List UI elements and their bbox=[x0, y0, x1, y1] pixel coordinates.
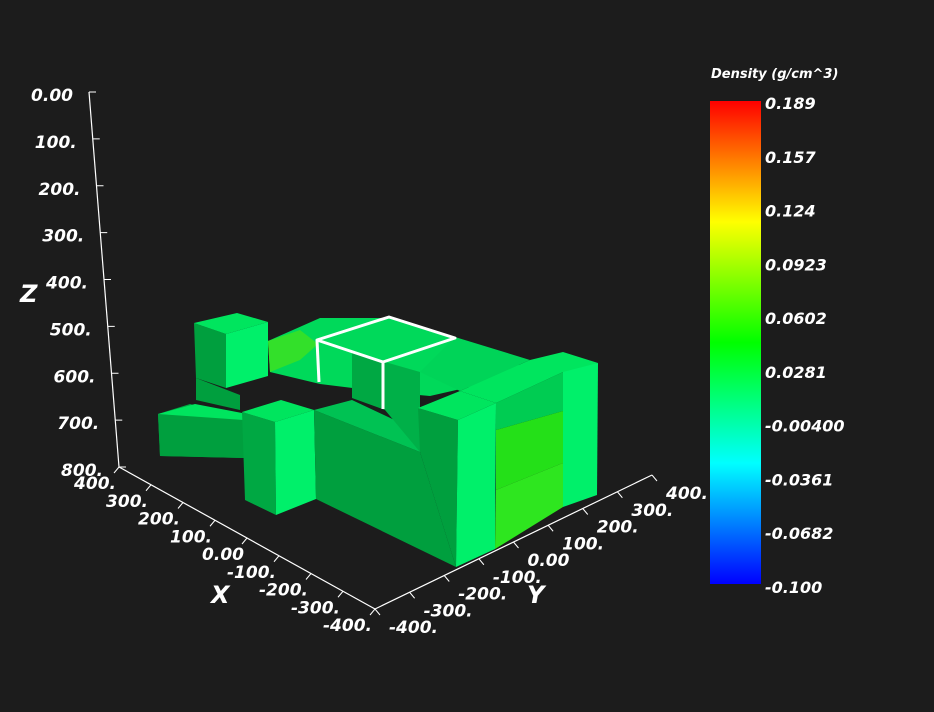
y-tick bbox=[547, 524, 554, 532]
colorbar-tick-labels: 0.189 0.157 0.124 0.0923 0.0602 0.0281 -0.0040… bbox=[765, 94, 845, 597]
voxel-face bbox=[194, 323, 226, 388]
voxel-face bbox=[242, 400, 314, 422]
z-axis-label: Z bbox=[19, 280, 38, 308]
x-tick-label: -100. bbox=[227, 563, 276, 583]
z-tick-label: 500. bbox=[50, 320, 92, 340]
voxel-face bbox=[158, 414, 244, 458]
y-tick-label: 200. bbox=[597, 518, 639, 538]
voxel-face bbox=[460, 352, 598, 403]
y-tick bbox=[409, 591, 416, 599]
colorbar-tick-label: 0.0923 bbox=[765, 255, 827, 274]
x-tick-label: -300. bbox=[291, 598, 340, 618]
voxel-face bbox=[418, 391, 496, 420]
voxel-face bbox=[194, 313, 268, 334]
x-tick bbox=[145, 484, 152, 492]
x-tick bbox=[273, 555, 280, 563]
voxel-face bbox=[314, 400, 420, 452]
y-tick-label: -100. bbox=[493, 568, 542, 588]
y-tick-label: 400. bbox=[665, 484, 708, 504]
colorbar-tick-label: -0.00400 bbox=[765, 417, 845, 436]
voxel-face bbox=[352, 353, 385, 410]
x-tick-label: 100. bbox=[170, 527, 212, 547]
colorbar: Density (g/cm^3) 0.1890.1570.1240.09230.… bbox=[710, 67, 845, 597]
x-tick bbox=[241, 537, 248, 545]
tick-labels: 0.00100.200.300.400.500.600.700.800.400.… bbox=[31, 86, 708, 638]
y-tick-label: -300. bbox=[424, 601, 473, 621]
z-tick-label: 400. bbox=[45, 274, 88, 294]
x-tick-label: -200. bbox=[259, 581, 308, 601]
y-tick bbox=[651, 474, 658, 482]
z-tick-label: 200. bbox=[39, 180, 81, 200]
colorbar-tick-label: -0.0361 bbox=[765, 470, 833, 489]
voxel-face bbox=[563, 363, 598, 507]
voxel-face bbox=[496, 372, 563, 430]
voxel-face bbox=[456, 403, 496, 567]
colorbar-tick-label: 0.0281 bbox=[765, 363, 827, 382]
y-tick bbox=[582, 508, 589, 515]
wireframe-box bbox=[315, 315, 457, 409]
y-tick-label: 100. bbox=[562, 534, 604, 554]
x-tick-label: -400. bbox=[323, 616, 372, 636]
y-tick-label: -200. bbox=[458, 585, 507, 605]
voxel-face bbox=[275, 410, 316, 515]
voxel-face bbox=[420, 337, 530, 391]
colorbar-tick-label: -0.100 bbox=[765, 578, 822, 597]
colorbar-tick-label: -0.0682 bbox=[765, 524, 833, 543]
z-tick-label: 100. bbox=[35, 133, 77, 153]
colorbar-tick-label: 0.0602 bbox=[765, 309, 827, 328]
voxel-face bbox=[314, 410, 456, 567]
voxel-face bbox=[385, 362, 420, 452]
z-tick-label: 800. bbox=[61, 461, 103, 481]
x-tick bbox=[369, 608, 376, 616]
x-tick-label: 0.00 bbox=[202, 545, 244, 565]
colorbar-title: Density (g/cm^3) bbox=[711, 67, 838, 82]
colorbar-tick-label: 0.124 bbox=[765, 202, 816, 221]
voxel-face bbox=[418, 408, 458, 567]
y-tick bbox=[513, 541, 519, 549]
x-tick-label: 200. bbox=[138, 510, 180, 530]
x-tick bbox=[113, 466, 120, 474]
voxel-face bbox=[495, 463, 563, 549]
colorbar-tick-label: 0.157 bbox=[765, 148, 816, 167]
y-tick bbox=[374, 608, 381, 616]
voxel-body bbox=[158, 313, 598, 567]
y-tick-label: -400. bbox=[389, 618, 438, 638]
wireframe-edge bbox=[315, 339, 321, 383]
z-tick-label: 700. bbox=[57, 414, 99, 434]
z-tick-label: 0.00 bbox=[31, 86, 73, 106]
x-tick-label: 300. bbox=[106, 492, 148, 512]
voxel-face bbox=[496, 411, 563, 490]
colorbar-tick-label: 0.189 bbox=[765, 94, 816, 113]
x-axis-label: X bbox=[209, 581, 231, 609]
y-tick bbox=[616, 491, 623, 499]
y-tick-label: 300. bbox=[631, 501, 673, 521]
y-tick bbox=[443, 575, 450, 582]
x-tick bbox=[305, 573, 312, 580]
wireframe-top bbox=[315, 315, 457, 364]
voxel-face bbox=[226, 322, 268, 388]
voxel-face bbox=[158, 404, 244, 420]
z-tick-label: 300. bbox=[42, 227, 84, 247]
voxel-face bbox=[268, 330, 318, 372]
tick-marks bbox=[89, 91, 658, 616]
y-tick bbox=[478, 558, 485, 566]
z-tick-label: 600. bbox=[54, 367, 96, 387]
y-tick-label: 0.00 bbox=[528, 551, 570, 571]
x-tick bbox=[209, 519, 216, 527]
y-axis-label: Y bbox=[527, 581, 547, 609]
x-tick-label: 400. bbox=[73, 474, 116, 494]
voxel-face bbox=[196, 378, 240, 410]
colorbar-gradient bbox=[710, 101, 761, 584]
x-tick bbox=[177, 502, 184, 509]
x-tick bbox=[337, 590, 344, 598]
voxel-face bbox=[242, 412, 276, 515]
